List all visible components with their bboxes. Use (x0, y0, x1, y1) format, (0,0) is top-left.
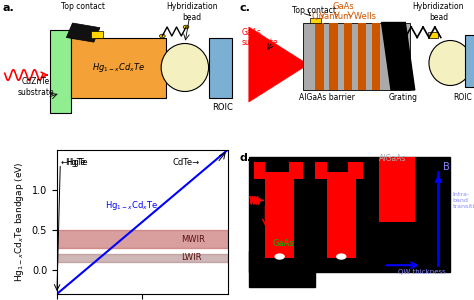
Text: CdZnTe
substrate: CdZnTe substrate (17, 77, 54, 97)
Circle shape (336, 254, 346, 260)
Polygon shape (249, 27, 308, 102)
Text: c.: c. (239, 3, 250, 13)
Bar (379, 157, 415, 222)
Text: HgTe: HgTe (65, 158, 86, 167)
Bar (57, 230, 228, 248)
Bar (465, 34, 474, 87)
Text: GaAs: GaAs (273, 239, 294, 248)
Ellipse shape (429, 40, 472, 86)
Bar (310, 18, 321, 23)
Circle shape (159, 34, 165, 38)
Text: AlGaAs barrier: AlGaAs barrier (299, 93, 355, 102)
Text: Grating: Grating (388, 93, 418, 102)
Y-axis label: Hg$_{1-x}$Cd$_x$Te bandgap (eV): Hg$_{1-x}$Cd$_x$Te bandgap (eV) (13, 162, 26, 282)
Polygon shape (382, 22, 415, 90)
Ellipse shape (161, 44, 209, 92)
Circle shape (183, 25, 189, 29)
Text: QW thickness: QW thickness (398, 269, 446, 275)
Bar (71, 38, 166, 98)
Polygon shape (254, 161, 303, 179)
Text: ←HgTe: ←HgTe (60, 158, 88, 167)
Text: Intra-
band
transition: Intra- band transition (453, 192, 474, 209)
Bar (66, 23, 100, 42)
Text: ROIC: ROIC (453, 93, 472, 102)
Bar (57, 254, 228, 262)
Text: Top contact: Top contact (292, 6, 336, 15)
Text: GaAs
substrate: GaAs substrate (242, 28, 278, 47)
Text: a.: a. (2, 3, 14, 13)
Bar (344, 22, 352, 90)
Text: CdTe→: CdTe→ (173, 158, 200, 167)
Bar (50, 30, 71, 112)
Bar (265, 179, 294, 258)
Bar (249, 251, 315, 287)
Text: Hg$_{1-x}$Cd$_x$Te: Hg$_{1-x}$Cd$_x$Te (105, 200, 158, 212)
Text: Hybridization
bead: Hybridization bead (166, 2, 218, 22)
Bar (91, 31, 103, 38)
Bar (327, 179, 356, 258)
Text: Quantum Wells: Quantum Wells (311, 12, 376, 21)
Bar (209, 38, 232, 98)
Text: ROIC: ROIC (212, 103, 233, 112)
Text: Hybridization
bead: Hybridization bead (413, 2, 464, 22)
Text: LWIR: LWIR (182, 254, 202, 262)
Bar (303, 22, 410, 90)
Bar (428, 32, 438, 38)
Text: AlGaAs: AlGaAs (379, 154, 407, 163)
Text: MWIR: MWIR (182, 235, 205, 244)
Text: hv: hv (268, 213, 276, 219)
Polygon shape (315, 161, 363, 179)
Bar (249, 157, 450, 272)
Bar (329, 22, 337, 90)
Text: GaAs: GaAs (333, 2, 355, 11)
Text: d.: d. (239, 153, 252, 163)
Bar (372, 22, 380, 90)
Text: Hg$_{1-x}$Cd$_x$Te: Hg$_{1-x}$Cd$_x$Te (92, 61, 145, 74)
Text: B: B (443, 161, 450, 172)
Text: Top contact: Top contact (61, 2, 105, 11)
Circle shape (274, 254, 285, 260)
Bar (358, 22, 366, 90)
Bar (315, 22, 324, 90)
